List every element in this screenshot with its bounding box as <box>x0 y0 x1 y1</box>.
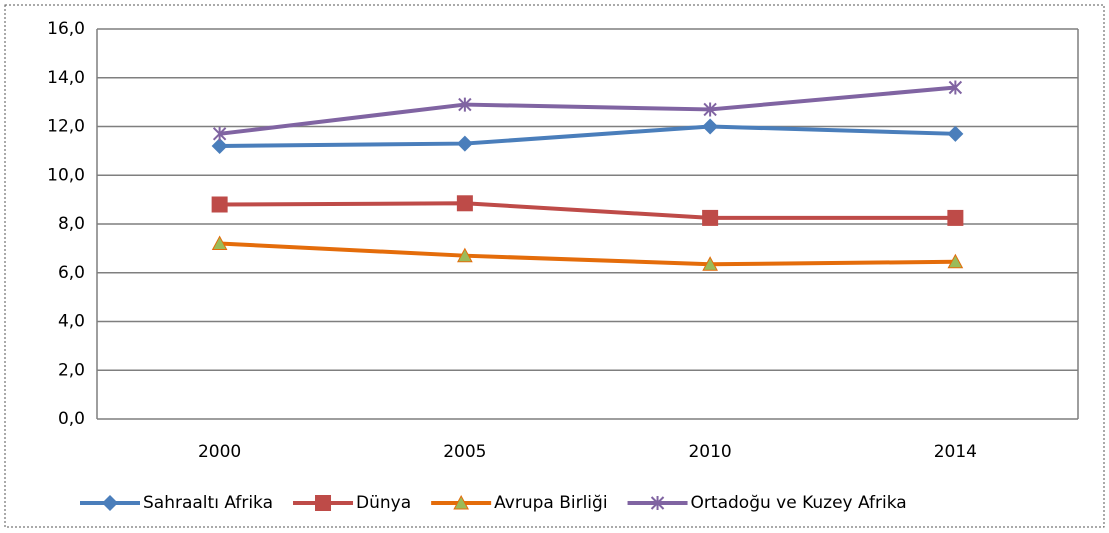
point-marker <box>211 196 228 213</box>
point-marker <box>703 102 717 117</box>
legend-marker <box>102 495 118 511</box>
y-tick-label: 0,0 <box>58 409 85 429</box>
point-marker <box>212 126 227 141</box>
y-tick-label: 6,0 <box>58 263 85 283</box>
legend-label: Avrupa Birliği <box>494 493 607 513</box>
x-tick-label: 2010 <box>688 442 731 462</box>
point-marker <box>458 97 472 112</box>
series-line <box>219 201 956 220</box>
point-marker <box>947 253 964 269</box>
y-tick-label: 4,0 <box>58 312 85 332</box>
point-marker <box>456 195 473 212</box>
series-line <box>219 85 956 136</box>
y-tick-label: 2,0 <box>58 360 85 380</box>
legend-label: Ortadoğu ve Kuzey Afrika <box>691 493 907 513</box>
x-tick-label: 2005 <box>443 442 486 462</box>
legend-marker <box>315 495 332 511</box>
point-marker <box>457 247 473 263</box>
legend-marker <box>650 496 665 510</box>
point-marker <box>947 209 964 226</box>
legend-label: Dünya <box>356 493 411 513</box>
x-tick-label: 2000 <box>198 442 241 462</box>
point-marker <box>702 118 719 135</box>
point-marker <box>456 135 473 152</box>
point-marker <box>702 209 719 226</box>
point-marker <box>947 125 964 142</box>
legend-label: Sahraaltı Afrika <box>143 493 273 513</box>
point-marker <box>211 138 228 154</box>
point-marker <box>211 235 228 250</box>
y-tick-label: 14,0 <box>47 68 85 88</box>
y-tick-label: 16,0 <box>47 19 85 39</box>
point-marker <box>948 80 963 95</box>
series-line <box>219 124 956 148</box>
y-tick-label: 12,0 <box>47 117 85 137</box>
y-tick-label: 8,0 <box>58 214 85 234</box>
series-line <box>219 241 956 267</box>
y-tick-label: 10,0 <box>47 165 85 185</box>
point-marker <box>702 256 718 271</box>
legend-marker <box>453 494 469 510</box>
x-tick-label: 2014 <box>934 442 977 462</box>
